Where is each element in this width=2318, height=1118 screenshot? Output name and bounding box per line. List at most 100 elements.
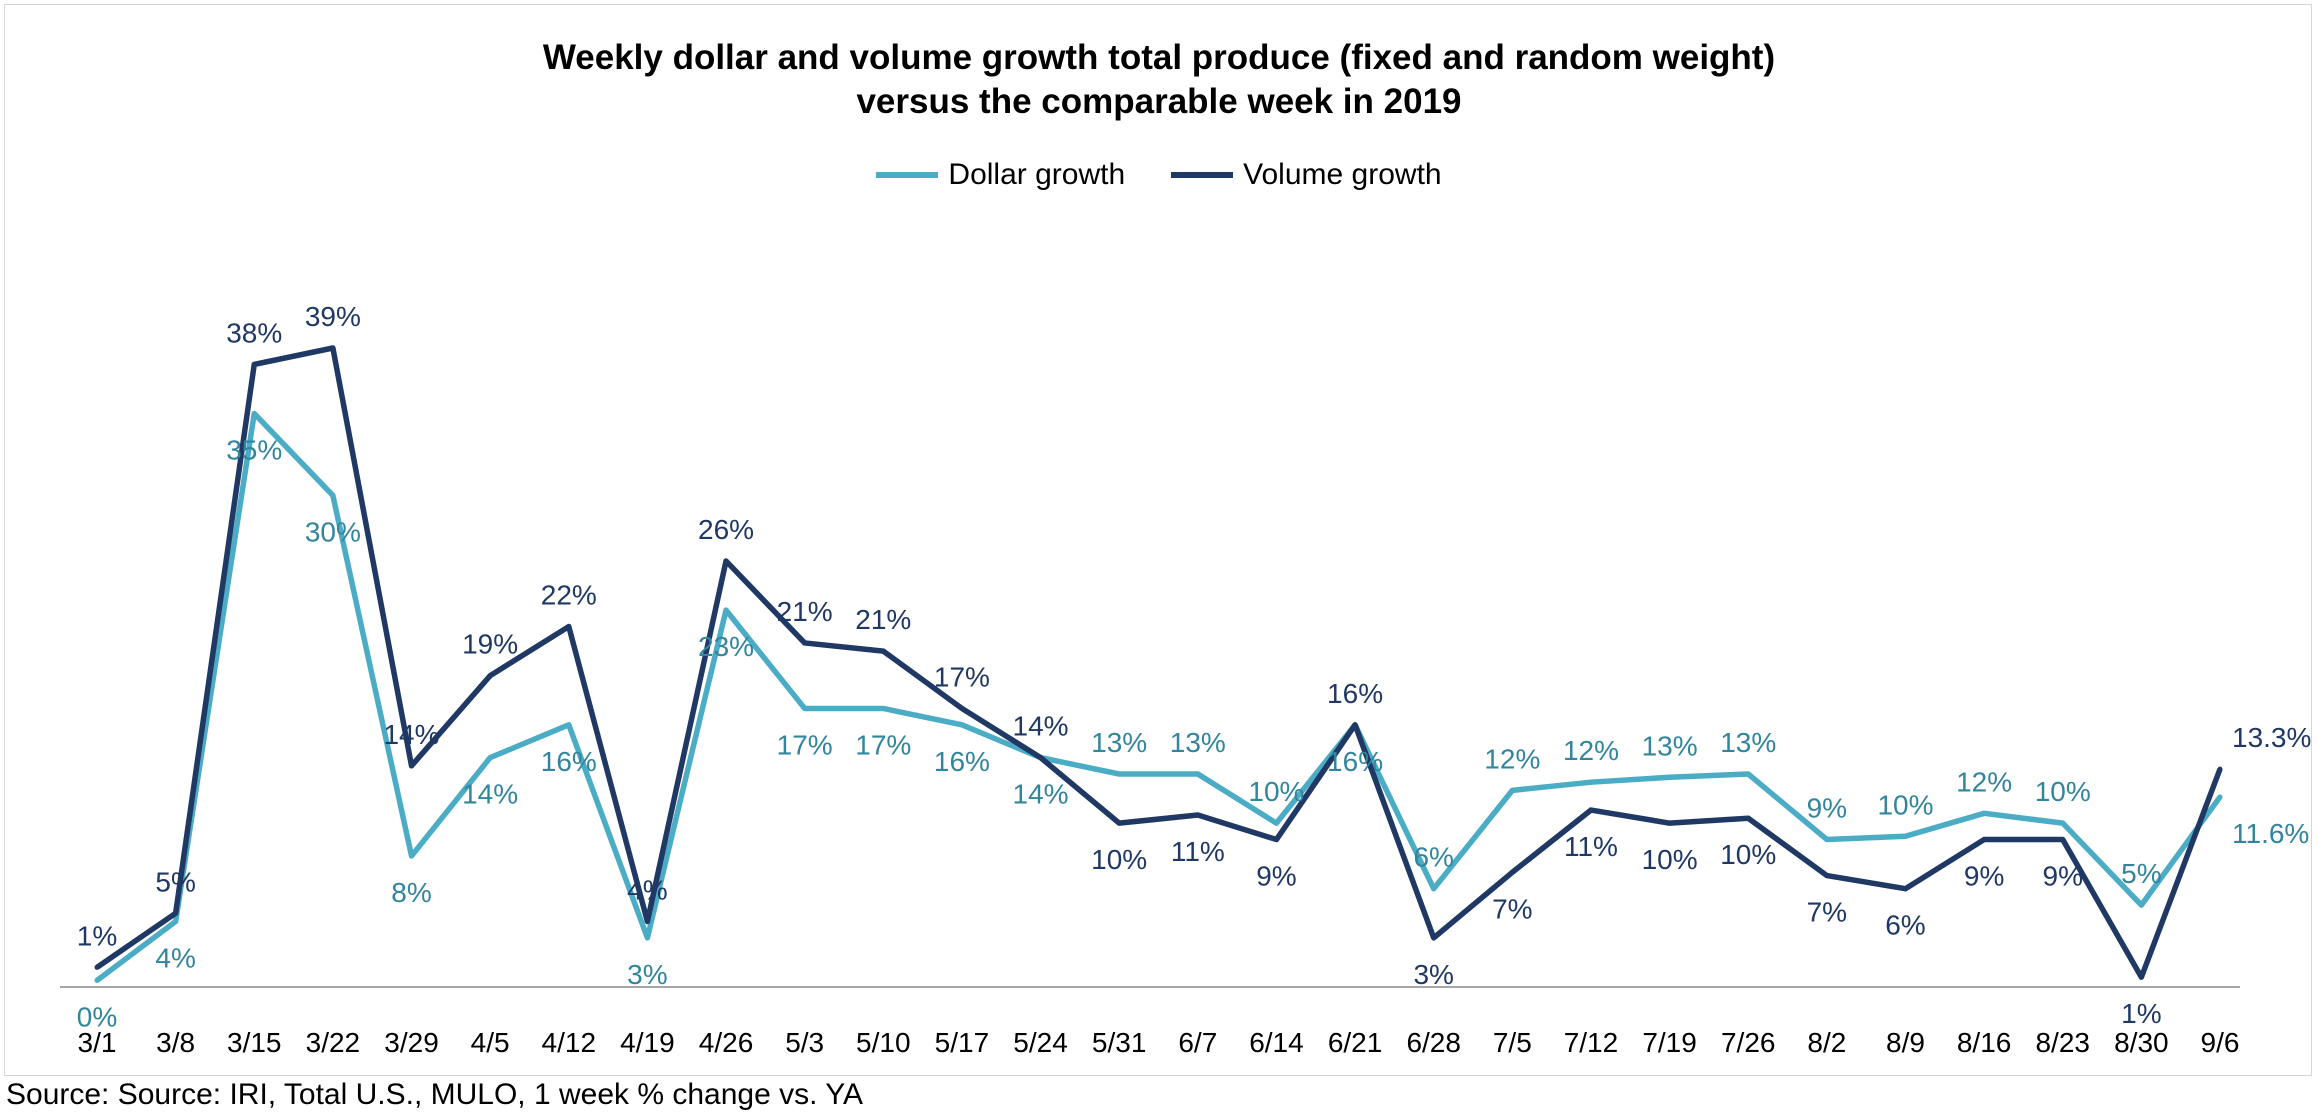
volume-growth-point [330,345,336,351]
dollar-growth-data-label: 14% [1013,779,1069,810]
x-tick-label: 8/9 [1886,1027,1925,1058]
volume-growth-data-label: 13.3% [2232,722,2311,753]
volume-growth-data-label: 9% [1256,861,1296,892]
volume-growth-data-label: 3% [1413,959,1453,990]
volume-growth-line [95,345,2223,980]
dollar-growth-point [1273,820,1279,826]
x-tick-label: 8/23 [2035,1027,2090,1058]
legend-item-volume: Volume growth [1171,158,1442,192]
dollar-growth-point [330,492,336,498]
volume-growth-point [2138,974,2144,980]
dollar-growth-point [1431,886,1437,892]
x-tick-label: 5/10 [856,1027,911,1058]
volume-growth-data-label: 14% [383,719,439,750]
legend-swatch-dollar [876,172,939,178]
dollar-growth-data-label: 14% [462,779,518,810]
dollar-growth-point [1824,837,1830,843]
volume-growth-point [1981,837,1987,843]
x-tick-label: 7/26 [1721,1027,1776,1058]
volume-growth-data-label: 39% [305,301,361,332]
x-tick-label: 6/21 [1328,1027,1383,1058]
volume-growth-point [1352,722,1358,728]
volume-growth-data-label: 10% [1091,844,1147,875]
dollar-growth-point [959,722,965,728]
dollar-growth-point [1509,787,1515,793]
x-tick-label: 3/15 [227,1027,282,1058]
dollar-growth-point [487,755,493,761]
dollar-growth-data-label: 10% [1877,789,1933,820]
x-tick-label: 3/29 [384,1027,439,1058]
volume-growth-data-label: 7% [1807,897,1847,928]
dollar-growth-point [566,722,572,728]
volume-growth-data-label: 4% [627,874,667,905]
volume-growth-point [1038,755,1044,761]
dollar-growth-point [173,918,179,924]
dollar-growth-point [723,607,729,613]
volume-growth-point [566,624,572,630]
volume-growth-data-label: 5% [155,866,195,897]
dollar-growth-point [1116,771,1122,777]
volume-growth-point [487,673,493,679]
x-tick-label: 7/5 [1493,1027,1532,1058]
dollar-growth-data-label: 10% [1248,776,1304,807]
dollar-growth-point [1745,771,1751,777]
x-tick-label: 5/3 [785,1027,824,1058]
volume-growth-point [173,910,179,916]
dollar-growth-point [644,935,650,941]
volume-growth-point [1745,815,1751,821]
volume-growth-data-label: 1% [2121,998,2161,1029]
dollar-growth-data-label: 8% [391,877,431,908]
volume-growth-point [959,705,965,711]
dollar-growth-data-label: 12% [1484,743,1540,774]
dollar-growth-data-label: 35% [226,435,282,466]
volume-growth-data-label: 9% [1964,861,2004,892]
volume-growth-data-label: 19% [462,629,518,660]
x-tick-label: 6/14 [1249,1027,1304,1058]
volume-growth-point [1116,820,1122,826]
dollar-growth-data-label: 13% [1642,730,1698,761]
dollar-growth-point [2138,902,2144,908]
volume-growth-data-label: 21% [777,596,833,627]
dollar-growth-point [2060,820,2066,826]
volume-growth-point [723,558,729,564]
dollar-growth-line [95,410,2223,983]
x-tick-label: 8/30 [2114,1027,2169,1058]
volume-growth-data-label: 26% [698,514,754,545]
volume-growth-point [1431,935,1437,941]
x-tick-label: 9/6 [2201,1027,2240,1058]
volume-growth-point [880,648,886,654]
volume-growth-point [409,763,415,769]
chart-title-line1: Weekly dollar and volume growth total pr… [542,38,1776,77]
volume-growth-data-label: 14% [1013,711,1069,742]
volume-growth-data-label: 7% [1492,893,1532,924]
dollar-growth-data-label: 6% [1413,842,1453,873]
volume-growth-data-label: 10% [1642,844,1698,875]
volume-growth-point [1824,873,1830,879]
dollar-growth-data-label: 12% [1956,766,2012,797]
chart-legend: Dollar growth Volume growth [0,158,2318,192]
dollar-growth-data-label: 17% [777,729,833,760]
dollar-growth-data-label: 3% [627,959,667,990]
dollar-growth-data-label: 12% [1563,735,1619,766]
chart-title-line2: versus the comparable week in 2019 [856,82,1462,121]
dollar-growth-data-label: 16% [1327,746,1383,777]
x-tick-label: 6/28 [1406,1027,1461,1058]
volume-growth-data-label: 9% [2043,861,2083,892]
dollar-growth-data-label: 9% [1807,793,1847,824]
x-tick-label: 7/12 [1564,1027,1619,1058]
dollar-growth-data-label: 23% [698,631,754,662]
x-tick-label: 5/31 [1092,1027,1147,1058]
dollar-growth-point [880,705,886,711]
volume-growth-point [1667,820,1673,826]
volume-growth-data-label: 22% [541,580,597,611]
x-tick-label: 7/19 [1642,1027,1697,1058]
dollar-growth-point [1588,779,1594,785]
dollar-growth-point [2217,794,2223,800]
volume-growth-point [1195,812,1201,818]
volume-growth-point [2060,837,2066,843]
dollar-growth-point [251,411,257,417]
chart-frame [4,4,2312,1076]
dollar-growth-point [802,705,808,711]
legend-item-dollar: Dollar growth [876,158,1125,192]
